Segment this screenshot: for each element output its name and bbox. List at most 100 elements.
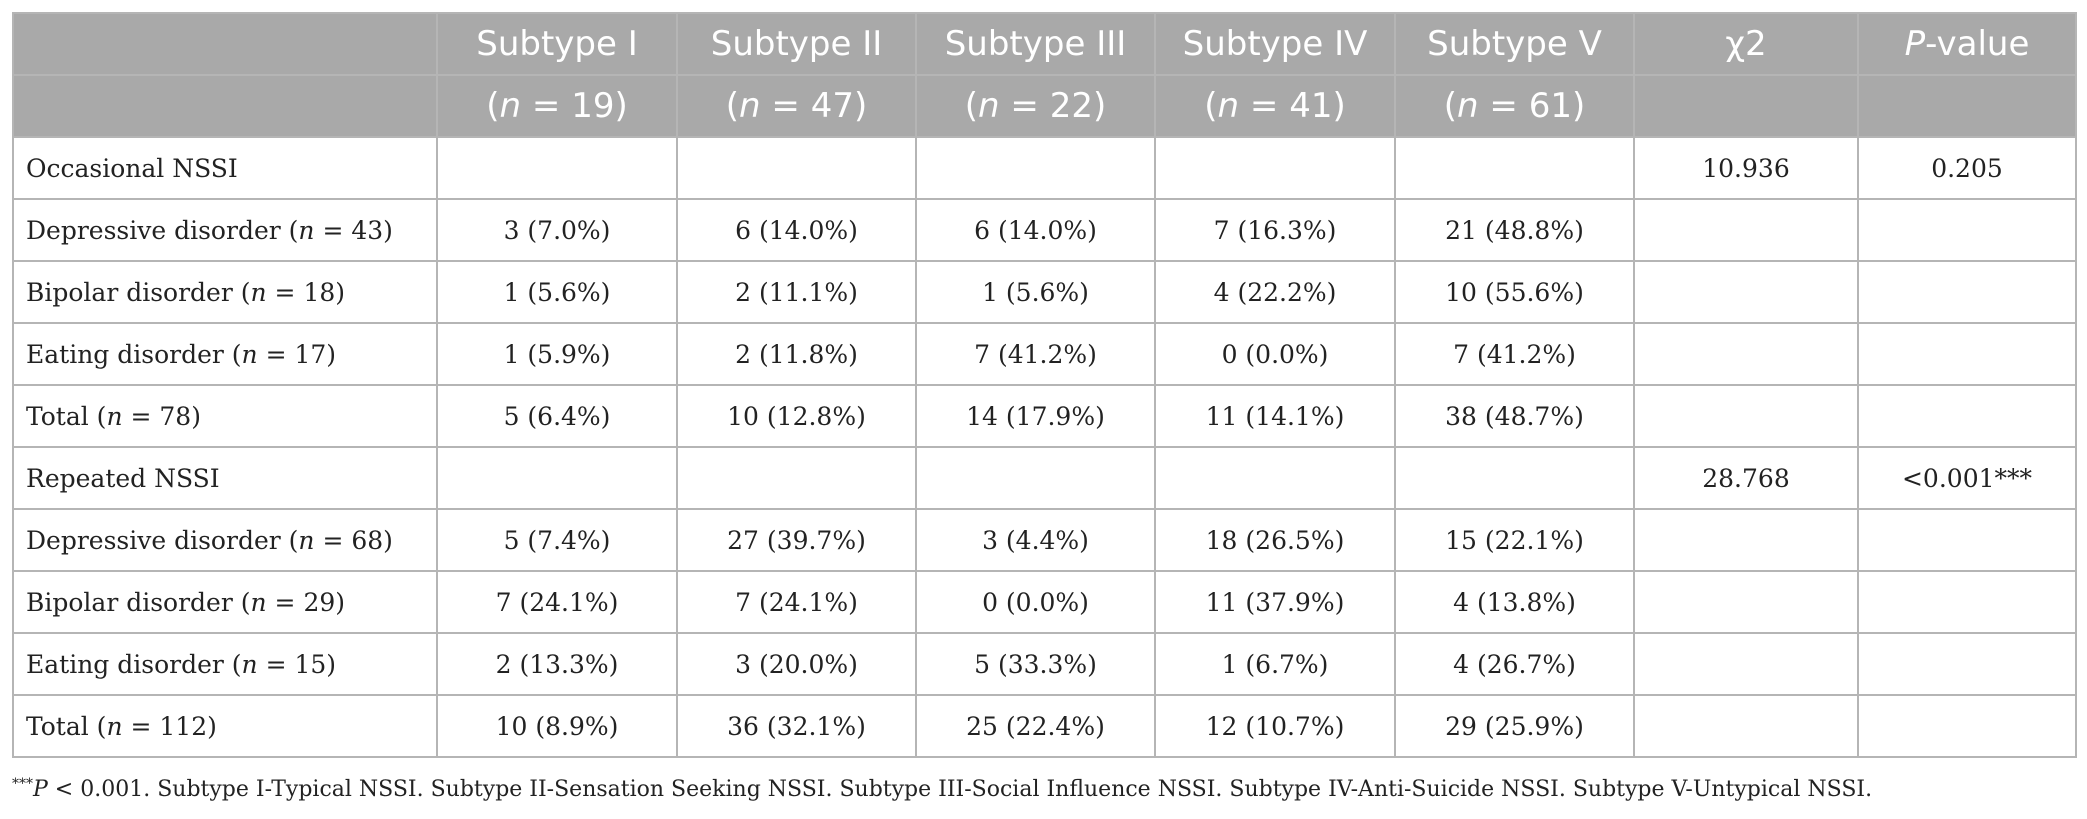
row-label: Eating disorder (n = 17) (12, 322, 438, 386)
cell-chi-square (1633, 570, 1859, 634)
cell-subtype-1: 1 (5.9%) (436, 322, 678, 386)
header-subtype-3: Subtype III (915, 12, 1156, 76)
table-row: Bipolar disorder (n = 18) 1 (5.6%) 2 (11.1… (12, 260, 2077, 324)
cell-p-value (1857, 694, 2077, 758)
cell-subtype-2: 10 (12.8%) (676, 384, 917, 448)
header-n-subtype-5: (n = 61) (1394, 74, 1635, 138)
cell-chi-square (1633, 322, 1859, 386)
cell-chi-square (1633, 198, 1859, 262)
footnote-p-letter: P (33, 777, 48, 802)
row-label: Bipolar disorder (n = 18) (12, 260, 438, 324)
row-label: Occasional NSSI (12, 136, 438, 200)
cell-subtype-1: 5 (7.4%) (436, 508, 678, 572)
cell-subtype-1 (436, 446, 678, 510)
cell-chi-square (1633, 694, 1859, 758)
cell-subtype-4 (1154, 446, 1396, 510)
header-n-subtype-1: (n = 19) (436, 74, 678, 138)
header-subtype-1: Subtype I (436, 12, 678, 76)
cell-p-value (1857, 508, 2077, 572)
table-row: Eating disorder (n = 15) 2 (13.3%) 3 (20.0… (12, 632, 2077, 696)
cell-subtype-5: 7 (41.2%) (1394, 322, 1635, 386)
cell-subtype-5: 38 (48.7%) (1394, 384, 1635, 448)
header-n-subtype-2: (n = 47) (676, 74, 917, 138)
row-label: Depressive disorder (n = 68) (12, 508, 438, 572)
cell-p-value (1857, 322, 2077, 386)
p-letter: P (1904, 24, 1926, 64)
cell-subtype-2: 6 (14.0%) (676, 198, 917, 262)
cell-subtype-1: 10 (8.9%) (436, 694, 678, 758)
cell-subtype-4: 7 (16.3%) (1154, 198, 1396, 262)
cell-chi-square (1633, 260, 1859, 324)
cell-subtype-3: 5 (33.3%) (915, 632, 1156, 696)
cell-subtype-1 (436, 136, 678, 200)
cell-subtype-2: 3 (20.0%) (676, 632, 917, 696)
cell-subtype-5: 21 (48.8%) (1394, 198, 1635, 262)
cell-subtype-4: 0 (0.0%) (1154, 322, 1396, 386)
cell-subtype-5 (1394, 136, 1635, 200)
cell-subtype-4: 18 (26.5%) (1154, 508, 1396, 572)
footnote-stars: *** (12, 776, 33, 792)
header-n-subtype-3: (n = 22) (915, 74, 1156, 138)
cell-chi-square: 28.768 (1633, 446, 1859, 510)
cell-subtype-1: 5 (6.4%) (436, 384, 678, 448)
header-subtype-2: Subtype II (676, 12, 917, 76)
header-chi-square: χ2 (1633, 12, 1859, 76)
cell-subtype-3 (915, 446, 1156, 510)
cell-subtype-5 (1394, 446, 1635, 510)
row-label: Depressive disorder (n = 43) (12, 198, 438, 262)
table-row: Depressive disorder (n = 43) 3 (7.0%) 6 (1… (12, 198, 2077, 262)
header-row-titles: Subtype I Subtype II Subtype III Subtype… (12, 12, 2077, 76)
cell-subtype-2: 7 (24.1%) (676, 570, 917, 634)
cell-subtype-3 (915, 136, 1156, 200)
table-footnote: ***P < 0.001. Subtype I-Typical NSSI. Su… (12, 776, 1872, 802)
table-row: Occasional NSSI 10.936 0.205 (12, 136, 2077, 200)
cell-subtype-3: 7 (41.2%) (915, 322, 1156, 386)
row-label: Repeated NSSI (12, 446, 438, 510)
cell-subtype-5: 10 (55.6%) (1394, 260, 1635, 324)
p-label-rest: -value (1925, 24, 2030, 64)
cell-subtype-2: 27 (39.7%) (676, 508, 917, 572)
header-cell-blank-2 (12, 74, 438, 138)
table-row: Bipolar disorder (n = 29) 7 (24.1%) 7 (24.… (12, 570, 2077, 634)
header-p-blank (1857, 74, 2077, 138)
cell-subtype-2 (676, 136, 917, 200)
cell-subtype-1: 7 (24.1%) (436, 570, 678, 634)
cell-chi-square: 10.936 (1633, 136, 1859, 200)
cell-p-value (1857, 260, 2077, 324)
header-row-counts: (n = 19) (n = 47) (n = 22) (n = 41) (n =… (12, 74, 2077, 138)
cell-subtype-3: 1 (5.6%) (915, 260, 1156, 324)
chi-label: χ2 (1725, 24, 1767, 64)
cell-subtype-3: 6 (14.0%) (915, 198, 1156, 262)
cell-chi-square (1633, 632, 1859, 696)
cell-p-value (1857, 570, 2077, 634)
cell-chi-square (1633, 384, 1859, 448)
cell-subtype-1: 1 (5.6%) (436, 260, 678, 324)
cell-subtype-4: 1 (6.7%) (1154, 632, 1396, 696)
header-p-value: P-value (1857, 12, 2077, 76)
table-row: Repeated NSSI 28.768 <0.001*** (12, 446, 2077, 510)
header-subtype-5: Subtype V (1394, 12, 1635, 76)
cell-p-value (1857, 384, 2077, 448)
footnote-text: < 0.001. Subtype I-Typical NSSI. Subtype… (47, 777, 1873, 802)
cell-chi-square (1633, 508, 1859, 572)
cell-subtype-3: 14 (17.9%) (915, 384, 1156, 448)
cell-subtype-4: 4 (22.2%) (1154, 260, 1396, 324)
cell-subtype-4: 11 (37.9%) (1154, 570, 1396, 634)
cell-subtype-3: 3 (4.4%) (915, 508, 1156, 572)
cell-subtype-3: 0 (0.0%) (915, 570, 1156, 634)
cell-subtype-2 (676, 446, 917, 510)
cell-subtype-2: 2 (11.1%) (676, 260, 917, 324)
header-chi-blank (1633, 74, 1859, 138)
table-row: Total (n = 112) 10 (8.9%) 36 (32.1%) 25 (22… (12, 694, 2077, 758)
table-row: Total (n = 78) 5 (6.4%) 10 (12.8%) 14 (17.9… (12, 384, 2077, 448)
cell-p-value (1857, 198, 2077, 262)
results-table: Subtype I Subtype II Subtype III Subtype… (12, 12, 2077, 758)
cell-subtype-5: 15 (22.1%) (1394, 508, 1635, 572)
cell-p-value (1857, 632, 2077, 696)
cell-subtype-4 (1154, 136, 1396, 200)
cell-subtype-4: 12 (10.7%) (1154, 694, 1396, 758)
cell-subtype-1: 3 (7.0%) (436, 198, 678, 262)
cell-subtype-1: 2 (13.3%) (436, 632, 678, 696)
header-cell-blank (12, 12, 438, 76)
table-row: Depressive disorder (n = 68) 5 (7.4%) 27 (… (12, 508, 2077, 572)
